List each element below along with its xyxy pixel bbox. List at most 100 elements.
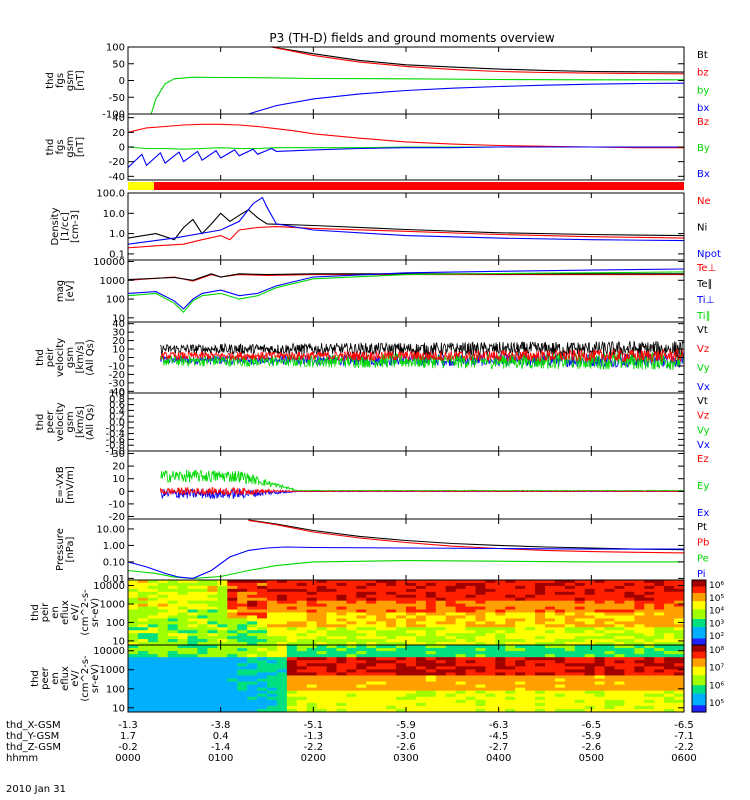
spectrogram-cell [306,699,318,704]
spectrogram-cell [366,633,377,637]
spectrogram-cell [177,603,189,608]
spectrogram-cell [425,669,437,674]
spectrogram-cell [207,693,218,698]
spectrogram-cell [495,699,506,704]
spectrogram-cell [445,666,457,670]
spectrogram-cell [485,669,496,674]
spectrogram-cell [157,660,169,664]
spectrogram-cell [435,702,447,707]
spectrogram-cell [177,648,189,652]
spectrogram-cell [584,615,596,619]
spectrogram-cell [257,645,268,649]
spectrogram-cell [386,642,397,645]
spectrogram-cell [495,669,506,674]
spectrogram-cell [564,600,576,605]
spectrogram-cell [197,597,209,602]
spectrogram-cell [445,702,457,707]
spectrogram-cell [465,630,477,634]
spectrogram-cell [654,675,665,680]
spectrogram-cell [326,639,338,643]
spectrogram-cell [654,696,665,701]
spectrogram-cell [554,654,566,658]
spectrogram-cell [584,600,596,605]
y-tick-label: 1.0 [109,229,125,240]
spectrogram-cell [435,585,447,590]
spectrogram-cell [326,648,338,652]
spectrogram-cell [157,588,169,593]
spectrogram-cell [485,678,496,683]
spectrogram-cell [128,600,139,605]
spectrogram-cell [296,642,308,645]
spectrogram-cell [545,678,556,683]
spectrogram-cell [356,693,367,698]
spectrogram-cell [276,681,288,686]
spectrogram-cell [634,627,645,631]
spectrogram-cell [217,615,228,619]
spectrogram-cell [286,663,298,667]
spectrogram-cell [425,654,437,658]
spectrogram-cell [276,624,288,628]
spectrogram-cell [535,621,546,625]
spectrogram-cell [177,639,189,643]
spectrogram-cell [624,642,635,645]
spectrogram-cell [614,705,626,710]
spectrogram-cell [217,609,228,614]
spectrogram-cell [674,657,684,661]
plot-title: P3 (TH-D) fields and ground moments over… [269,31,554,45]
spectrogram-cell [267,708,278,712]
spectrogram-cell [475,672,487,677]
spectrogram-cell [257,609,268,614]
spectrogram-cell [455,600,467,605]
spectrogram-cell [574,645,586,649]
spectrogram-cell [177,708,189,712]
spectrogram-cell [306,582,318,587]
spectrogram-cell [604,705,616,710]
spectrogram-cell [535,627,546,631]
spectrogram-cell [525,708,536,712]
spectrogram-cell [485,606,496,611]
spectrogram-cell [157,693,169,698]
spectrogram-cell [455,594,467,599]
spectrogram-cell [356,639,367,643]
spectrogram-cell [475,621,487,625]
spectrogram-cell [455,591,467,596]
spectrogram-cell [257,687,268,692]
spectrogram-cell [197,708,209,712]
spectrogram-cell [604,684,616,689]
spectrogram-cell [664,681,675,686]
spectrogram-cell [505,693,516,698]
spectrogram-cell [316,696,328,701]
spectrogram-cell [644,693,655,698]
spectrogram-cell [455,585,467,590]
x-tick-label: 0600 [671,753,696,764]
spectrogram-cell [326,699,338,704]
spectrogram-cell [128,591,139,596]
spectrogram-cell [376,609,387,614]
spectrogram-cell [207,651,218,655]
spectrogram-cell [376,693,387,698]
spectrogram-cell [664,675,675,680]
spectrogram-cell [644,597,655,602]
colorbar-segment [692,619,706,622]
spectrogram-cell [356,660,367,664]
series-line-Pt [248,519,684,551]
spectrogram-cell [257,606,268,611]
spectrogram-cell [197,639,209,643]
spectrogram-cell [137,705,149,710]
spectrogram-cell [584,597,596,602]
spectrogram-cell [465,621,477,625]
spectrogram-cell [296,651,308,655]
spectrogram-cell [326,669,338,674]
spectrogram-cell [425,585,437,590]
spectrogram-cell [535,666,546,670]
colorbar-segment [692,678,706,681]
spectrogram-cell [564,648,576,652]
spectrogram-cell [386,705,397,710]
spectrogram-cell [207,672,218,677]
spectrogram-cell [604,588,616,593]
spectrogram-cell [326,588,338,593]
spectrogram-cell [614,681,626,686]
spectrogram-cell [654,609,665,614]
spectrogram-cell [187,681,199,686]
